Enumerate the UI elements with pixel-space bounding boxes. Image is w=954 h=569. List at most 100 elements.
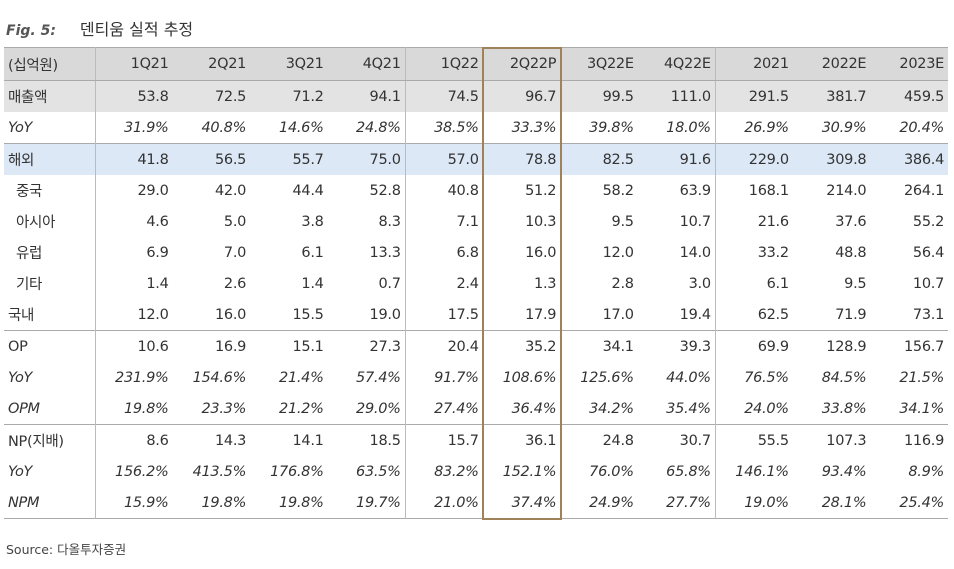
row-label: NPM bbox=[8, 494, 40, 511]
cell: 2023E bbox=[870, 47, 948, 81]
cell: 6.1 bbox=[301, 244, 324, 261]
cell: 15.7 bbox=[404, 424, 483, 456]
cell: 35.4% bbox=[666, 400, 711, 417]
table-row: YoY 231.9% 154.6% 21.4% 57.4% 91.7% 108.6% 125.… bbox=[4, 362, 948, 393]
cell: 39.3 bbox=[637, 330, 716, 362]
cell: 16.9 bbox=[172, 330, 251, 362]
cell: 27.3 bbox=[327, 330, 406, 362]
cell: 39.8% bbox=[589, 119, 634, 136]
cell: 38.5% bbox=[404, 112, 483, 144]
cell: 36.4% bbox=[511, 400, 557, 417]
cell: 6.1 bbox=[714, 268, 793, 299]
cell: 52.8 bbox=[369, 182, 401, 199]
cell: 2022E bbox=[792, 47, 871, 81]
table-row: 국내 12.0 16.0 15.5 19.0 17.5 17.9 17.0 19.4 62.5 71… bbox=[4, 299, 948, 331]
cell: 55.7 bbox=[250, 143, 328, 175]
table-wrap: (십억원) 1Q21 2Q21 3Q21 4Q21 1Q22 2Q22P 3Q22E 4Q22E… bbox=[4, 47, 948, 520]
cell: 94.1 bbox=[327, 80, 406, 112]
cell: 33.8% bbox=[821, 400, 867, 417]
cell: 74.5 bbox=[404, 80, 483, 112]
cell: 55.5 bbox=[714, 424, 793, 456]
cell: 5.0 bbox=[223, 213, 247, 230]
cell: 146.1% bbox=[714, 456, 793, 487]
cell: 72.5 bbox=[172, 80, 251, 112]
cell: 76.5% bbox=[714, 362, 793, 393]
cell: 8.9% bbox=[908, 463, 944, 480]
cell: 63.9 bbox=[679, 182, 711, 199]
row-label: 아시아 bbox=[16, 215, 56, 231]
table-row: 기타 1.4 2.6 1.4 0.7 2.4 1.3 2.8 3.0 6.1 9.5 10.7 bbox=[4, 268, 948, 299]
cell: 21.6 bbox=[714, 206, 793, 237]
cell: 10.3 bbox=[525, 213, 557, 230]
row-label: 매출액 bbox=[4, 80, 95, 112]
cell: 17.5 bbox=[404, 299, 483, 331]
cell: 26.9% bbox=[714, 112, 793, 144]
cell: 12.0 bbox=[602, 244, 634, 261]
cell: 2.4 bbox=[404, 268, 483, 299]
row-label: OP bbox=[4, 330, 95, 362]
cell: 14.1 bbox=[250, 424, 328, 456]
cell: 33.2 bbox=[714, 237, 793, 268]
cell: 40.8 bbox=[404, 175, 483, 206]
cell: 128.9 bbox=[792, 330, 871, 362]
cell: 10.6 bbox=[94, 330, 173, 362]
cell: 99.5 bbox=[560, 80, 638, 112]
cell: 309.8 bbox=[792, 143, 871, 175]
cell: 9.5 bbox=[844, 275, 867, 292]
cell: 17.9 bbox=[525, 306, 557, 323]
cell: 31.9% bbox=[94, 112, 173, 144]
cell: 19.4 bbox=[679, 306, 711, 323]
row-label: YoY bbox=[8, 119, 33, 136]
cell: 14.0 bbox=[679, 244, 711, 261]
table-row: 매출액 53.8 72.5 71.2 94.1 74.5 96.7 99.5 111.0 291.… bbox=[4, 80, 948, 112]
cell: 8.6 bbox=[94, 424, 173, 456]
cell: 6.8 bbox=[404, 237, 483, 268]
row-label: 중국 bbox=[16, 184, 43, 200]
cell: 1.4 bbox=[94, 268, 173, 299]
cell: 24.8 bbox=[560, 424, 638, 456]
cell: 21.2% bbox=[279, 400, 324, 417]
cell: 24.9% bbox=[589, 494, 634, 511]
cell: 91.7% bbox=[404, 362, 483, 393]
cell: 55.2 bbox=[912, 213, 944, 230]
cell: 1.4 bbox=[301, 275, 324, 292]
source: Source: 다올투자증권 bbox=[6, 542, 127, 557]
cell: 42.0 bbox=[214, 182, 247, 199]
cell: 48.8 bbox=[835, 244, 867, 261]
title-bar: Fig. 5: 덴티움 실적 추정 bbox=[6, 16, 193, 40]
cell: 3Q21 bbox=[250, 47, 328, 81]
cell: 24.0% bbox=[714, 393, 793, 425]
cell: 1Q22 bbox=[404, 47, 483, 81]
cell: 2.8 bbox=[611, 275, 634, 292]
cell: 6.9 bbox=[94, 237, 173, 268]
cell: 3.0 bbox=[688, 275, 711, 292]
cell: 18.5 bbox=[327, 424, 406, 456]
table-row: 중국 29.0 42.0 44.4 52.8 40.8 51.2 58.2 63.9 168.1 2… bbox=[4, 175, 948, 206]
cell: 8.3 bbox=[378, 213, 401, 230]
cell: 229.0 bbox=[714, 143, 793, 175]
table: (십억원) 1Q21 2Q21 3Q21 4Q21 1Q22 2Q22P 3Q22E 4Q22E… bbox=[4, 47, 948, 519]
cell: 62.5 bbox=[714, 299, 793, 331]
cell: 29.0% bbox=[356, 400, 401, 417]
cell: 1.3 bbox=[534, 275, 557, 292]
cell: 4Q22E bbox=[637, 47, 716, 81]
cell: 13.3 bbox=[369, 244, 401, 261]
cell: 30.7 bbox=[637, 424, 716, 456]
cell: 107.3 bbox=[792, 424, 871, 456]
cell: 1Q21 bbox=[94, 47, 173, 81]
cell: 2.6 bbox=[223, 275, 247, 292]
cell: 14.6% bbox=[279, 119, 324, 136]
row-label: YoY bbox=[8, 463, 33, 480]
cell: 386.4 bbox=[870, 143, 948, 175]
cell: 15.1 bbox=[250, 330, 328, 362]
cell: 14.3 bbox=[172, 424, 251, 456]
cell: 82.5 bbox=[560, 143, 638, 175]
cell: 29.0 bbox=[94, 175, 173, 206]
table-row: YoY 156.2% 413.5% 176.8% 63.5% 83.2% 152.1% 76.… bbox=[4, 456, 948, 487]
cell: 21.0% bbox=[404, 487, 483, 519]
table-row: NP(지배) 8.6 14.3 14.1 18.5 15.7 36.1 24.8 30.7 55.… bbox=[4, 424, 948, 456]
row-label: (십억원) bbox=[4, 47, 95, 81]
cell: 44.0% bbox=[666, 369, 711, 386]
table-row: 유럽 6.9 7.0 6.1 13.3 6.8 16.0 12.0 14.0 33.2 48.8 56… bbox=[4, 237, 948, 268]
